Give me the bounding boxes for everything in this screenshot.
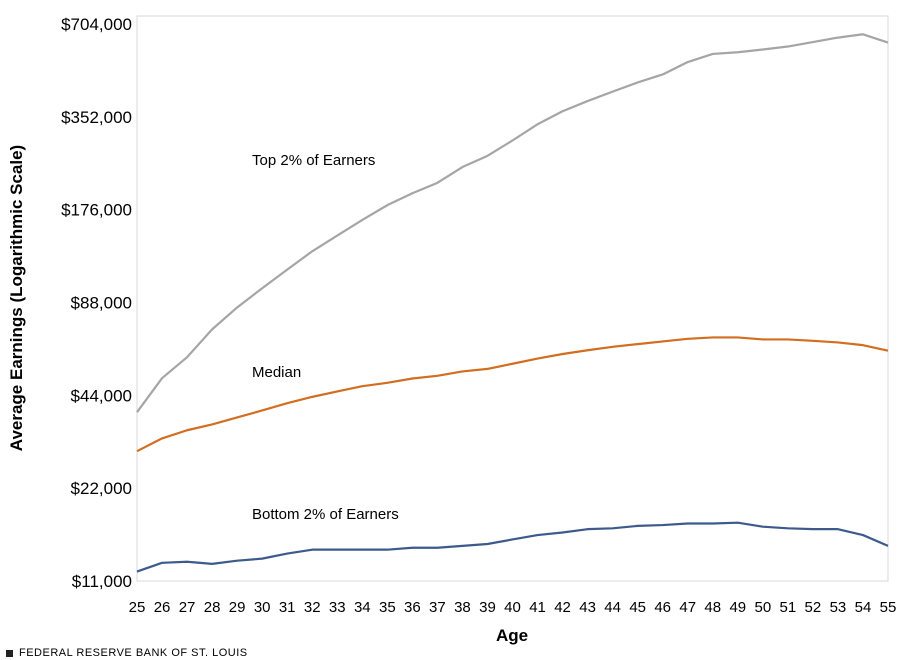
y-tick-label: $22,000 bbox=[71, 479, 132, 498]
x-tick-label: 31 bbox=[279, 599, 296, 616]
x-tick-label: 29 bbox=[229, 599, 246, 616]
y-axis-title: Average Earnings (Logarithmic Scale) bbox=[7, 145, 26, 451]
x-axis-ticks: 25 26 27 28 29 30 31 32 33 34 35 36 37 38 39 40 41 42 43 44… bbox=[129, 599, 897, 616]
series-line-median bbox=[136, 336, 889, 453]
y-axis-ticks: $11,000 $22,000 $44,000 $88,000 $176,000 $352… bbox=[61, 15, 132, 591]
x-tick-label: 33 bbox=[329, 599, 346, 616]
x-tick-label: 55 bbox=[880, 599, 897, 616]
annotation-median: Median bbox=[252, 364, 301, 381]
x-tick-label: 35 bbox=[379, 599, 396, 616]
x-tick-label: 54 bbox=[855, 599, 872, 616]
x-tick-label: 37 bbox=[429, 599, 446, 616]
footer-source-text: FEDERAL RESERVE BANK OF ST. LOUIS bbox=[19, 647, 248, 659]
x-tick-label: 34 bbox=[354, 599, 371, 616]
x-tick-label: 50 bbox=[754, 599, 771, 616]
x-tick-label: 38 bbox=[454, 599, 471, 616]
footer-source: FEDERAL RESERVE BANK OF ST. LOUIS bbox=[6, 647, 248, 659]
x-tick-label: 36 bbox=[404, 599, 421, 616]
series-annotations: Top 2% of Earners Median Bottom 2% of Earn… bbox=[252, 152, 399, 523]
footer-square-icon bbox=[6, 649, 13, 657]
x-tick-label: 43 bbox=[579, 599, 596, 616]
x-tick-label: 41 bbox=[529, 599, 546, 616]
plot-area-frame bbox=[136, 15, 889, 582]
x-tick-label: 45 bbox=[629, 599, 646, 616]
x-tick-label: 39 bbox=[479, 599, 496, 616]
x-axis-title: Age bbox=[496, 626, 528, 645]
series-line-top-2pct bbox=[136, 33, 889, 413]
x-tick-label: 28 bbox=[204, 599, 221, 616]
x-tick-label: 51 bbox=[780, 599, 797, 616]
y-tick-label: $352,000 bbox=[61, 108, 132, 127]
x-tick-label: 48 bbox=[704, 599, 721, 616]
y-tick-label: $176,000 bbox=[61, 201, 132, 220]
series-lines bbox=[136, 33, 889, 573]
y-tick-label: $44,000 bbox=[71, 386, 132, 405]
y-tick-label: $11,000 bbox=[72, 572, 132, 591]
x-tick-label: 40 bbox=[504, 599, 521, 616]
y-tick-label: $88,000 bbox=[71, 294, 132, 313]
annotation-bottom-2pct: Bottom 2% of Earners bbox=[252, 506, 399, 523]
x-tick-label: 27 bbox=[179, 599, 196, 616]
x-tick-label: 46 bbox=[654, 599, 671, 616]
series-line-bottom-2pct bbox=[136, 521, 889, 573]
x-tick-label: 53 bbox=[830, 599, 847, 616]
x-tick-label: 47 bbox=[679, 599, 696, 616]
x-tick-label: 30 bbox=[254, 599, 271, 616]
y-tick-label: $704,000 bbox=[61, 15, 132, 34]
x-tick-label: 42 bbox=[554, 599, 571, 616]
x-tick-label: 32 bbox=[304, 599, 321, 616]
x-tick-label: 25 bbox=[129, 599, 146, 616]
x-tick-label: 44 bbox=[604, 599, 621, 616]
x-tick-label: 52 bbox=[805, 599, 822, 616]
x-tick-label: 49 bbox=[729, 599, 746, 616]
annotation-top-2pct: Top 2% of Earners bbox=[252, 152, 375, 169]
x-tick-label: 26 bbox=[154, 599, 171, 616]
